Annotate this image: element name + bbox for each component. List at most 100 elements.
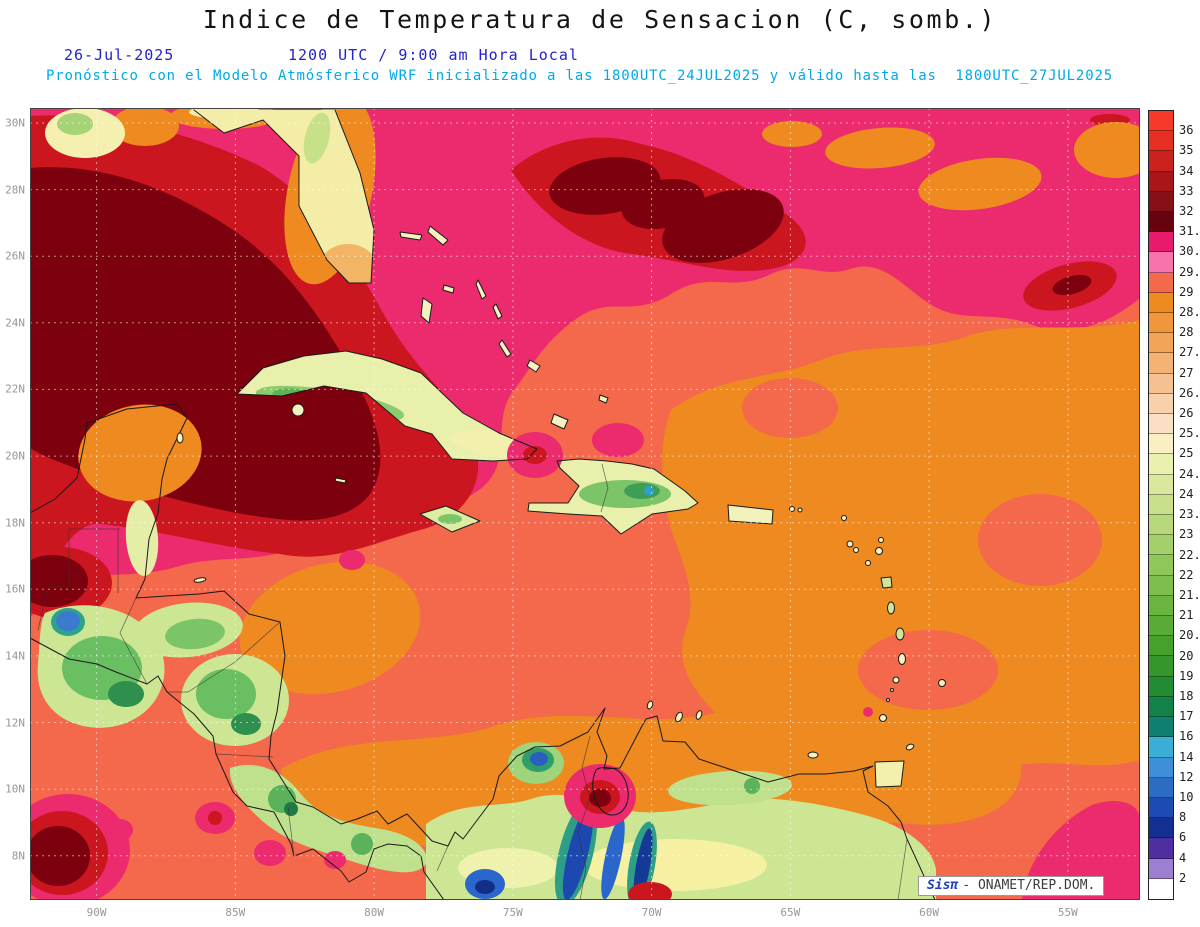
colorbar-label: 34 (1179, 163, 1194, 178)
colorbar-box (1149, 777, 1173, 798)
lat-tick-label: 28N (5, 183, 25, 197)
colorbar-label: 22.5 (1179, 547, 1200, 562)
colorbar-label: 25.5 (1179, 426, 1200, 441)
watermark-brand: Sisπ (927, 878, 959, 893)
lat-tick-label: 22N (5, 382, 25, 396)
colorbar-box (1149, 393, 1173, 415)
colorbar-box (1149, 535, 1173, 556)
colorbar-box (1149, 737, 1173, 758)
colorbar-box (1149, 313, 1173, 334)
lat-tick-label: 16N (5, 582, 25, 596)
colorbar-box (1149, 353, 1173, 374)
lat-tick-label: 12N (5, 716, 25, 730)
colorbar-label: 36 (1179, 123, 1194, 138)
colorbar-label: 19 (1179, 668, 1194, 683)
trinidad-coastline (874, 760, 905, 788)
lat-tick-label: 24N (5, 316, 25, 330)
grid-lines (30, 108, 1140, 900)
lat-tick-label: 10N (5, 782, 25, 796)
colorbar-labels: 363534333231.530.729.72928.52827.52726.5… (1179, 110, 1200, 898)
colorbar-box (1149, 515, 1173, 536)
lon-tick-label: 90W (86, 906, 107, 919)
colorbar-box (1149, 434, 1173, 455)
colorbar-label: 27 (1179, 365, 1194, 380)
colorbar-box (1149, 454, 1173, 475)
lat-tick-label: 26N (5, 249, 25, 263)
colorbar-box (1149, 616, 1173, 637)
lon-tick-label: 85W (225, 906, 246, 919)
lon-tick-label: 60W (919, 906, 940, 919)
colorbar-label: 6 (1179, 830, 1187, 845)
colorbar-label: 28 (1179, 325, 1194, 340)
lat-tick-label: 8N (11, 849, 25, 863)
colorbar-label: 20 (1179, 648, 1194, 663)
colorbar-box (1149, 474, 1173, 495)
lat-tick-label: 20N (5, 449, 25, 463)
colorbar-box (1149, 272, 1173, 293)
watermark-box: Sisπ - ONAMET/REP.DOM. (918, 876, 1105, 896)
colorbar-label: 29.7 (1179, 264, 1200, 279)
colorbar-label: 24.5 (1179, 466, 1200, 481)
colorbar-label: 28.5 (1179, 305, 1200, 320)
colorbar-label: 35 (1179, 143, 1194, 158)
colorbar-label: 8 (1179, 810, 1187, 825)
map-frame (30, 108, 1140, 900)
page-title: Indice de Temperatura de Sensacion (C, s… (202, 5, 998, 34)
colorbar-label: 2 (1179, 870, 1187, 885)
colorbar-box (1149, 555, 1173, 576)
colorbar-label: 30.7 (1179, 244, 1200, 259)
colorbar-box (1149, 131, 1173, 152)
forecast-date: 26-Jul-2025 (64, 46, 175, 64)
lat-tick-label: 14N (5, 649, 25, 663)
colorbar-box (1149, 232, 1173, 253)
colorbar-label: 12 (1179, 769, 1194, 784)
model-forecast-note: Pronóstico con el Modelo Atmósferico WRF… (46, 68, 1114, 84)
forecast-time: 1200 UTC / 9:00 am Hora Local (288, 46, 579, 64)
colorbar-label: 4 (1179, 850, 1187, 865)
latitude-axis: 30N 28N 26N 24N 22N 20N 18N 16N 14N 12N 10N 8N (0, 108, 27, 900)
colorbar-label: 17 (1179, 709, 1194, 724)
colorbar-label: 21.5 (1179, 587, 1200, 602)
colorbar-box (1149, 797, 1173, 819)
lat-tick-label: 18N (5, 516, 25, 530)
colorbar-box (1149, 171, 1173, 192)
colorbar-label: 18 (1179, 688, 1194, 703)
colorbar-box (1149, 878, 1173, 899)
lat-tick-label: 30N (5, 116, 25, 130)
colorbar-label: 22 (1179, 567, 1194, 582)
country-borders (37, 463, 908, 901)
puertorico-coastline (727, 504, 774, 525)
colorbar-label: 20.5 (1179, 628, 1200, 643)
small-islands (176, 225, 946, 759)
colorbar-box (1149, 757, 1173, 778)
lon-tick-label: 70W (641, 906, 662, 919)
colorbar-boxes (1148, 110, 1174, 900)
weather-contour-svg (6, 95, 1158, 909)
colorbar-label: 23 (1179, 527, 1194, 542)
lon-tick-label: 75W (502, 906, 523, 919)
colorbar-box (1149, 717, 1173, 738)
colorbar-box (1149, 414, 1173, 435)
colorbar-label: 21 (1179, 608, 1194, 623)
colorbar-box (1149, 292, 1173, 314)
colorbar-box (1149, 252, 1173, 273)
contour-field (6, 95, 1158, 909)
colorbar-box (1149, 111, 1173, 132)
lon-tick-label: 80W (364, 906, 385, 919)
colorbar-label: 29 (1179, 284, 1194, 299)
jamaica-coastline (419, 505, 481, 533)
colorbar-label: 16 (1179, 729, 1194, 744)
colorbar-box (1149, 696, 1173, 718)
lake-maracaibo (592, 766, 629, 816)
colorbar-box (1149, 858, 1173, 879)
colorbar-label: 25 (1179, 446, 1194, 461)
colorbar-label: 23.5 (1179, 507, 1200, 522)
lon-tick-label: 55W (1057, 906, 1078, 919)
colorbar-label: 26.5 (1179, 385, 1200, 400)
colorbar-label: 33 (1179, 183, 1194, 198)
colorbar-box (1149, 676, 1173, 697)
colorbar-label: 14 (1179, 749, 1194, 764)
watermark-source: - ONAMET/REP.DOM. (962, 878, 1096, 893)
colorbar-label: 32 (1179, 204, 1194, 219)
